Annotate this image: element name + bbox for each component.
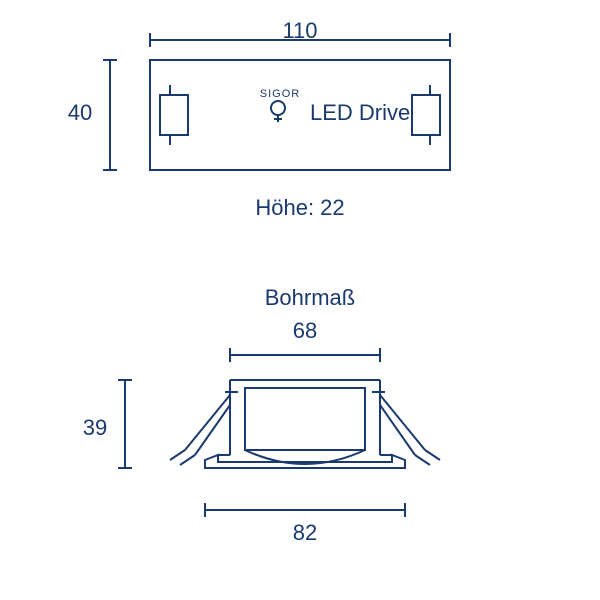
diagram-svg: [0, 0, 600, 600]
